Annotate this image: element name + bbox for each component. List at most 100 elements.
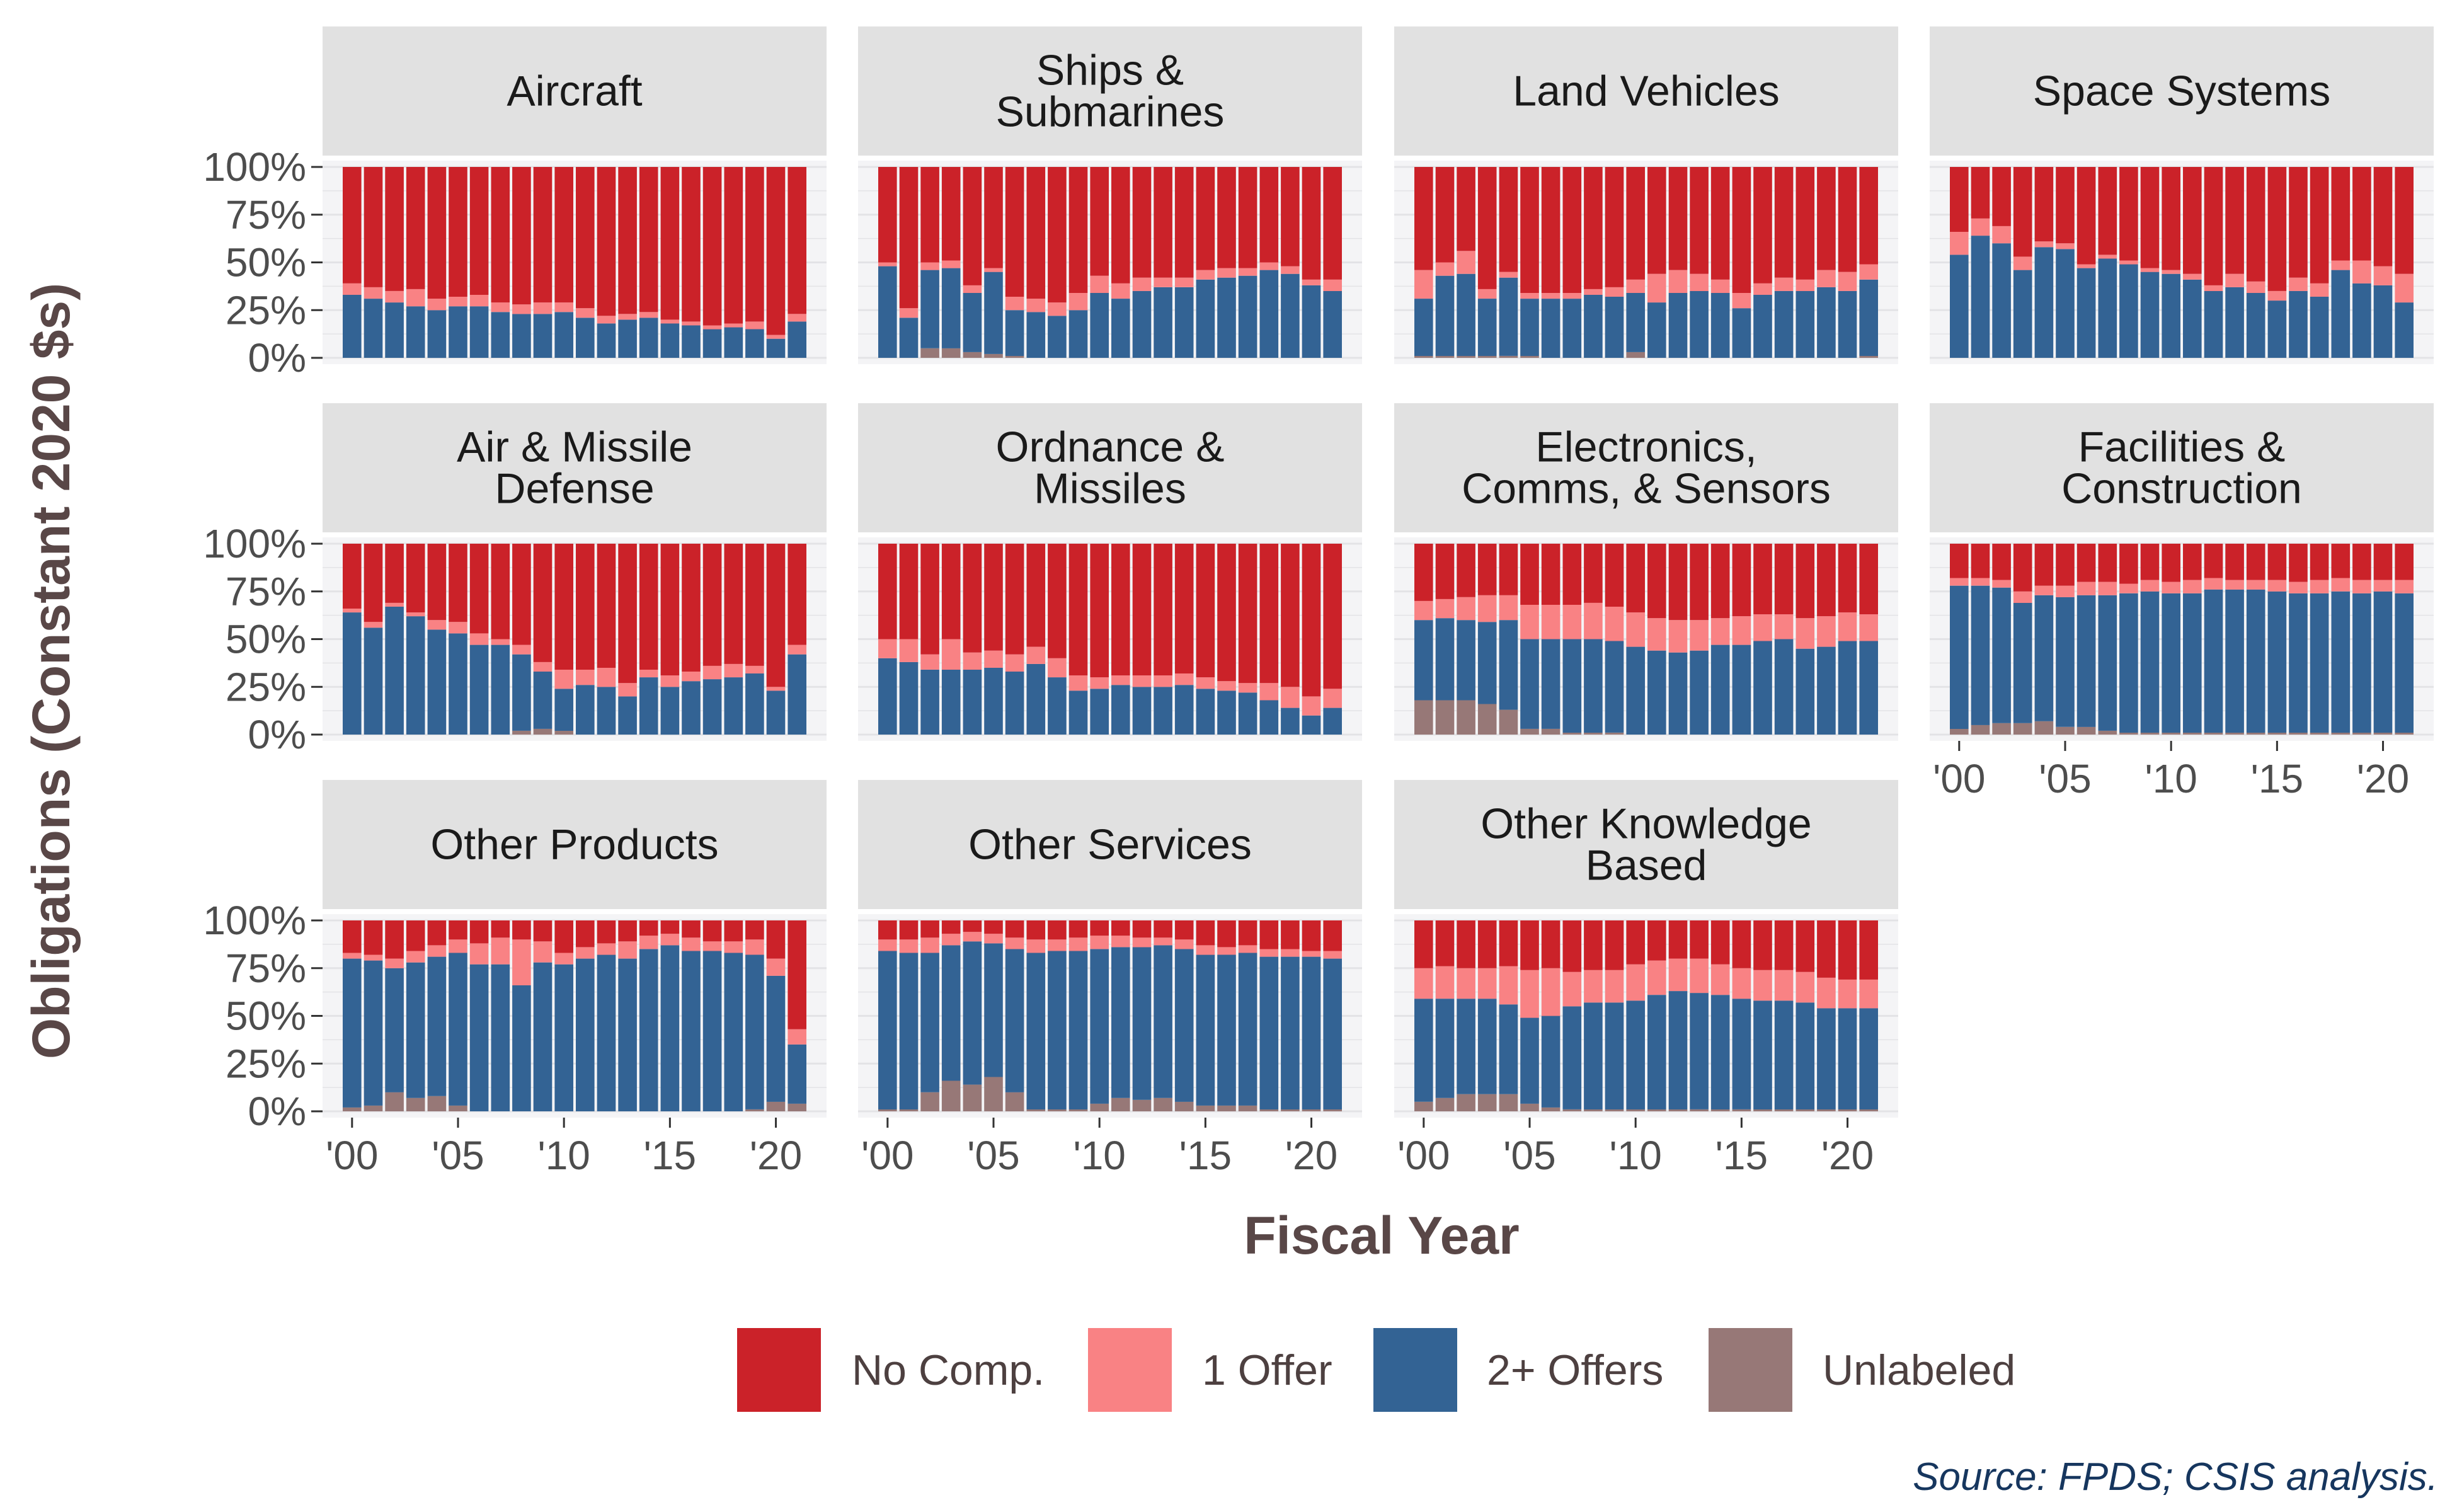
facet-title: Land Vehicles [1513,67,1779,115]
bar-segment-one-offer [2352,260,2371,284]
bar-segment-one-offer [1259,683,1279,701]
bar-segment-unlabeled [1281,1109,1300,1111]
facet-title: Electronics, [1535,423,1756,471]
x-tick-label: '15 [1179,1133,1232,1178]
facet-strip [858,780,1362,909]
bar-segment-no-comp [1817,920,1836,978]
bar-segment-two-plus [920,670,939,735]
bar-segment-two-plus [1647,302,1666,358]
bar-segment-two-plus [1541,639,1561,729]
facet-panel: Facilities &Construction '00 '05 '10 '15 '20 [1930,403,2434,801]
bar-segment-two-plus [1414,999,1433,1102]
bar-segment-two-plus [2267,591,2287,733]
bar-segment-two-plus [1774,290,1794,358]
bar-segment-unlabeled [899,1109,919,1111]
bar-segment-two-plus [2395,302,2414,358]
bar-segment-no-comp [1605,920,1624,970]
bar-segment-one-offer [878,262,897,266]
bar-segment-unlabeled [1005,356,1024,358]
bar-segment-one-offer [1154,277,1172,287]
bar-segment-no-comp [1950,167,1969,232]
bar-segment-one-offer [2119,260,2138,265]
facet-title: Aircraft [507,67,642,115]
bar-segment-no-comp [1817,544,1836,617]
bar-segment-two-plus [1005,672,1024,735]
bar-segment-one-offer [597,943,616,955]
bar-segment-one-offer [1647,960,1666,995]
bar-segment-two-plus [2013,270,2032,358]
bar-segment-no-comp [618,544,637,684]
bar-segment-unlabeled [449,1105,467,1111]
bar-segment-one-offer [406,951,425,963]
bar-segment-two-plus [724,677,743,735]
bar-segment-one-offer [984,268,1003,272]
bar-segment-one-offer [2183,273,2202,280]
bar-segment-one-offer [1435,598,1455,619]
bar-segment-one-offer [1774,614,1794,639]
bar-segment-two-plus [1668,652,1688,735]
bar-segment-one-offer [1992,580,2011,588]
bar-segment-no-comp [1259,544,1279,684]
bar-segment-two-plus [1796,290,1815,358]
facet-title: Based [1586,842,1707,890]
bar-segment-one-offer [576,670,595,685]
bar-segment-unlabeled [2395,733,2414,735]
bar-segment-one-offer [682,672,701,682]
bar-segment-two-plus [2352,593,2371,733]
bar-segment-one-offer [766,958,786,976]
bar-segment-no-comp [745,544,764,666]
bar-segment-unlabeled [385,1092,404,1111]
bar-segment-two-plus [639,318,658,358]
bar-segment-two-plus [491,964,510,1111]
bar-segment-unlabeled [1154,1097,1172,1111]
bar-segment-no-comp [597,920,616,944]
bar-segment-no-comp [1154,544,1172,676]
bar-segment-two-plus [702,679,722,735]
bar-segment-no-comp [702,544,722,666]
bar-segment-unlabeled [1457,356,1475,358]
bar-segment-no-comp [984,920,1003,934]
bar-segment-no-comp [1132,544,1152,676]
bar-segment-two-plus [963,941,982,1085]
bar-segment-no-comp [576,920,595,948]
bar-segment-one-offer [963,932,982,942]
bar-segment-two-plus [1817,646,1836,735]
bar-segment-no-comp [899,544,919,639]
bar-segment-two-plus [1414,299,1433,356]
bar-segment-one-offer [1048,658,1067,678]
bar-segment-no-comp [2013,544,2032,592]
bar-segment-no-comp [2162,544,2180,582]
bar-segment-one-offer [2289,277,2308,291]
bar-segment-one-offer [449,297,467,307]
bar-segment-two-plus [1111,685,1130,735]
bar-segment-one-offer [702,665,722,680]
bar-segment-one-offer [343,609,362,613]
bar-segment-two-plus [1196,279,1215,358]
bar-segment-one-offer [920,937,939,953]
bar-segment-two-plus [660,323,680,358]
bar-segment-unlabeled [2098,730,2117,735]
bar-segment-no-comp [1584,167,1603,289]
bar-segment-one-offer [1838,979,1857,1009]
bar-segment-one-offer [2162,270,2180,274]
bar-segment-two-plus [618,319,637,358]
bar-segment-unlabeled [1520,728,1539,735]
facet-panel: Land Vehicles [1394,26,1898,364]
bar-segment-one-offer [491,302,510,312]
bar-segment-no-comp [2140,544,2160,580]
bar-segment-two-plus [1753,295,1772,358]
bar-segment-no-comp [788,920,806,1029]
bar-segment-unlabeled [1174,1101,1194,1111]
bar-segment-two-plus [745,954,764,1109]
bar-segment-two-plus [1196,954,1215,1106]
bar-segment-no-comp [1323,167,1342,280]
bar-segment-two-plus [1774,1000,1794,1109]
bar-segment-one-offer [660,319,680,324]
bar-segment-no-comp [724,544,743,664]
legend-swatch [1373,1328,1457,1412]
bar-segment-two-plus [2289,290,2308,358]
bar-segment-unlabeled [1499,356,1518,358]
bar-segment-one-offer [941,260,961,268]
bar-segment-no-comp [2183,167,2202,274]
